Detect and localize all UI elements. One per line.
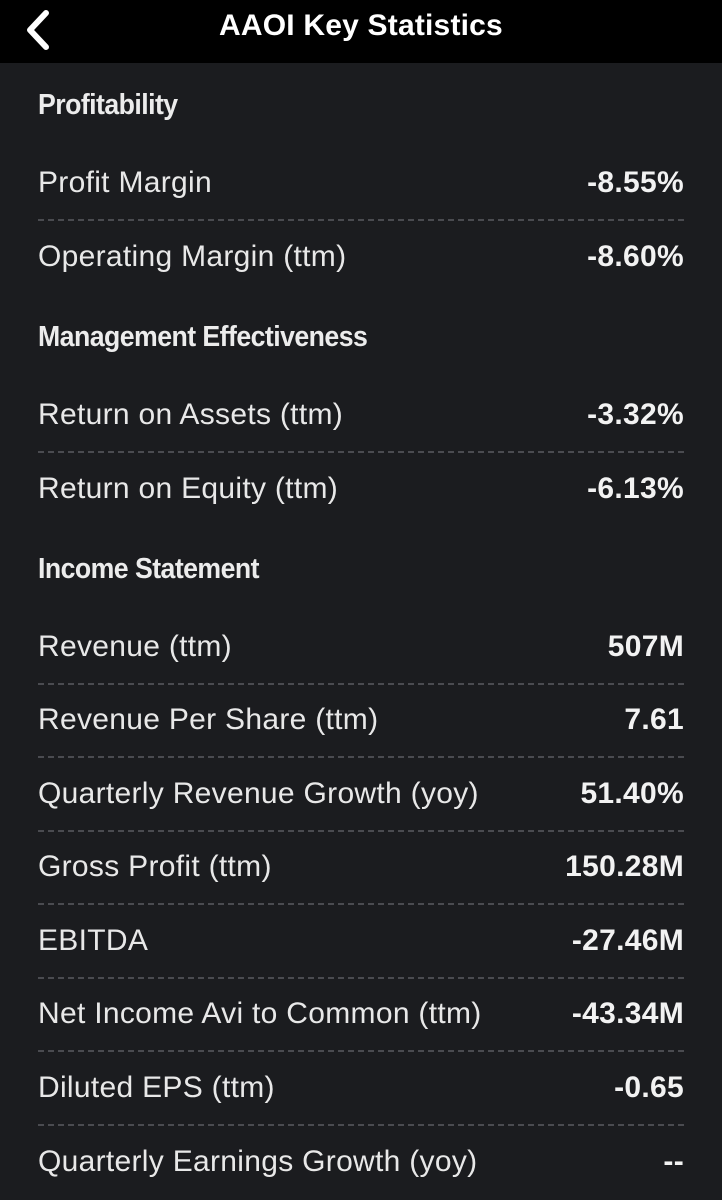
stat-row-return-on-assets: Return on Assets (ttm) -3.32% [38, 379, 684, 453]
stat-value: -3.32% [587, 397, 684, 431]
stat-label: Revenue (ttm) [38, 629, 232, 663]
stat-label: Profit Margin [38, 165, 212, 199]
section-title: Profitability [38, 88, 178, 121]
stat-label: Revenue Per Share (ttm) [38, 703, 379, 737]
stat-row-revenue: Revenue (ttm) 507M [38, 611, 684, 685]
stat-value: -8.55% [587, 165, 684, 199]
stat-label: Diluted EPS (ttm) [38, 1070, 275, 1104]
stat-row-return-on-equity: Return on Equity (ttm) -6.13% [38, 453, 684, 527]
navigation-bar: AAOI Key Statistics [0, 0, 722, 63]
stat-label: Return on Assets (ttm) [38, 397, 344, 431]
section-header-management-effectiveness: Management Effectiveness [38, 294, 684, 379]
stat-label: Quarterly Earnings Growth (yoy) [38, 1145, 478, 1179]
stat-value: 507M [607, 629, 684, 663]
stat-label: Net Income Avi to Common (ttm) [38, 997, 482, 1031]
stat-value: -8.60% [587, 240, 684, 274]
section-header-profitability: Profitability [38, 63, 684, 147]
stat-label: Operating Margin (ttm) [38, 240, 347, 274]
stat-value: 150.28M [565, 850, 684, 884]
stat-row-quarterly-earnings-growth: Quarterly Earnings Growth (yoy) -- [38, 1126, 684, 1200]
stat-value: -6.13% [587, 472, 684, 506]
stat-row-profit-margin: Profit Margin -8.55% [38, 147, 684, 221]
stat-value: 7.61 [624, 703, 684, 737]
stat-value: -43.34M [571, 997, 684, 1031]
stat-row-diluted-eps: Diluted EPS (ttm) -0.65 [38, 1052, 684, 1126]
stat-label: Quarterly Revenue Growth (yoy) [38, 776, 479, 810]
stat-row-revenue-per-share: Revenue Per Share (ttm) 7.61 [38, 685, 684, 758]
stat-value: -- [663, 1145, 684, 1179]
back-button[interactable] [16, 8, 60, 52]
chevron-left-icon [25, 10, 51, 50]
stat-value: -0.65 [614, 1070, 684, 1104]
stat-row-quarterly-revenue-growth: Quarterly Revenue Growth (yoy) 51.40% [38, 758, 684, 832]
stat-label: Return on Equity (ttm) [38, 472, 339, 506]
key-statistics-list: Profitability Profit Margin -8.55% Opera… [38, 63, 684, 1199]
stat-label: EBITDA [38, 923, 149, 957]
stat-row-operating-margin: Operating Margin (ttm) -8.60% [38, 221, 684, 295]
page-title: AAOI Key Statistics [219, 9, 503, 42]
stat-row-net-income: Net Income Avi to Common (ttm) -43.34M [38, 979, 684, 1052]
stat-value: -27.46M [571, 923, 684, 957]
stat-row-ebitda: EBITDA -27.46M [38, 905, 684, 979]
stat-row-gross-profit: Gross Profit (ttm) 150.28M [38, 832, 684, 905]
section-title: Income Statement [38, 553, 260, 585]
section-title: Management Effectiveness [38, 321, 368, 353]
stat-value: 51.40% [580, 776, 684, 810]
section-header-income-statement: Income Statement [38, 526, 684, 611]
stat-label: Gross Profit (ttm) [38, 850, 272, 884]
